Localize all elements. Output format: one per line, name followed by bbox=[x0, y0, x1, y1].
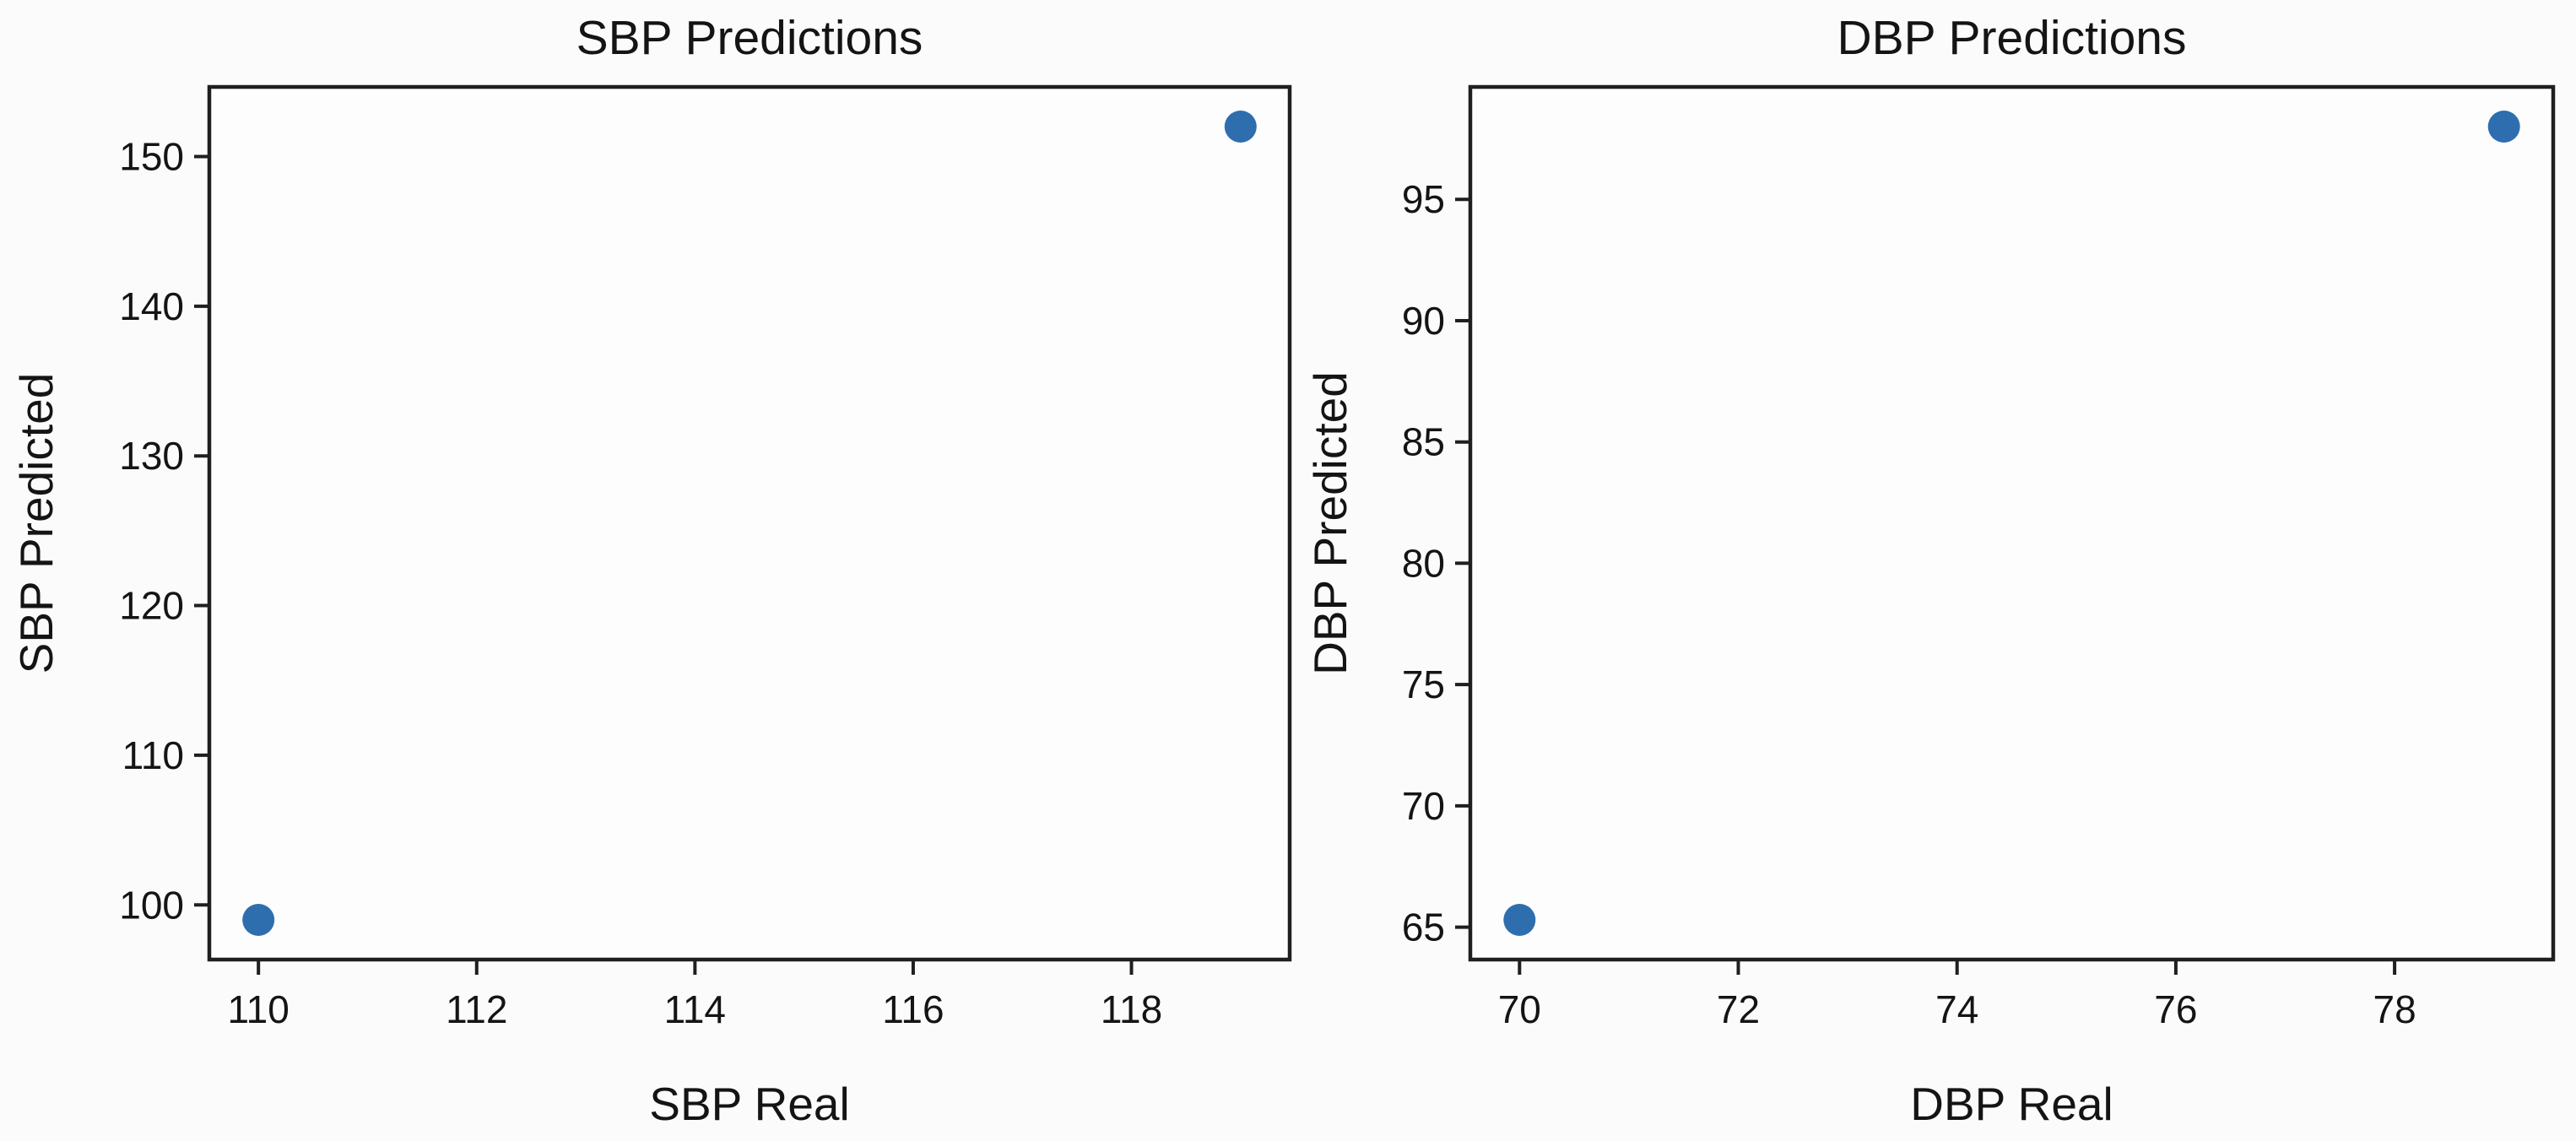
y-tick-label: 140 bbox=[119, 284, 184, 328]
axes-frame bbox=[207, 84, 1292, 962]
x-tick-label: 116 bbox=[882, 987, 944, 1031]
y-tick-label: 80 bbox=[1402, 541, 1445, 585]
chart-group-0: 110 112 114 116 118 100 110 120 130 140 150 bbox=[119, 84, 1292, 1031]
x-tick-label: 110 bbox=[228, 987, 290, 1031]
y-tick-label: 110 bbox=[122, 733, 184, 777]
y-tick-label: 70 bbox=[1402, 784, 1445, 828]
x-tick-label: 112 bbox=[446, 987, 507, 1031]
x-tick-label: 114 bbox=[664, 987, 726, 1031]
y-tick-label: 100 bbox=[119, 883, 184, 927]
y-tick-label: 150 bbox=[119, 134, 184, 178]
y-tick-label: 90 bbox=[1402, 299, 1445, 343]
y-tick-label: 95 bbox=[1402, 177, 1445, 221]
x-axis-label-sbp: SBP Real bbox=[649, 1078, 850, 1130]
x-tick-label: 72 bbox=[1717, 987, 1760, 1031]
data-point bbox=[1224, 111, 1257, 143]
x-axis-label-dbp: DBP Real bbox=[1910, 1078, 2113, 1130]
y-tick-label: 85 bbox=[1402, 420, 1445, 464]
x-tick-label: 118 bbox=[1101, 987, 1162, 1031]
chart-title-sbp: SBP Predictions bbox=[576, 11, 923, 65]
data-point bbox=[242, 904, 275, 936]
data-point bbox=[1503, 904, 1536, 936]
y-tick-label: 120 bbox=[119, 584, 184, 628]
x-tick-label: 76 bbox=[2154, 987, 2197, 1031]
y-tick-label: 65 bbox=[1402, 906, 1445, 949]
y-tick-label: 75 bbox=[1402, 662, 1445, 706]
x-tick-label: 74 bbox=[1935, 987, 1978, 1031]
chart-group-1: 70 72 74 76 78 65 70 75 80 85 90 95 bbox=[1402, 84, 2556, 1031]
axes-frame bbox=[1468, 84, 2556, 962]
y-axis-label-dbp: DBP Predicted bbox=[1304, 371, 1356, 675]
x-tick-label: 78 bbox=[2373, 987, 2416, 1031]
chart-title-dbp: DBP Predictions bbox=[1837, 11, 2187, 65]
y-tick-label: 130 bbox=[119, 434, 184, 478]
x-tick-label: 70 bbox=[1498, 987, 1541, 1031]
data-point bbox=[2487, 111, 2520, 143]
